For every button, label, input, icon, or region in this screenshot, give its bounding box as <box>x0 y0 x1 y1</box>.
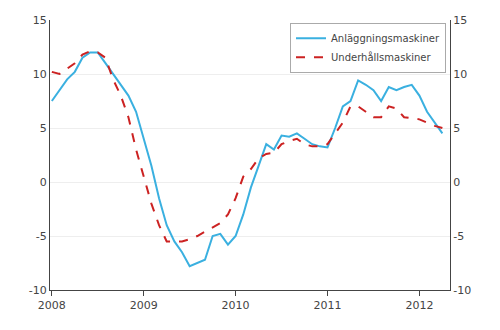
svg-text:2012: 2012 <box>405 299 433 312</box>
svg-text:-5: -5 <box>453 230 464 243</box>
svg-text:10: 10 <box>33 68 47 81</box>
svg-text:Underhållsmaskiner: Underhållsmaskiner <box>331 51 431 63</box>
svg-text:0: 0 <box>453 176 460 189</box>
svg-text:-5: -5 <box>36 230 47 243</box>
svg-text:15: 15 <box>33 14 47 27</box>
svg-text:2011: 2011 <box>314 299 342 312</box>
svg-text:10: 10 <box>453 68 467 81</box>
svg-text:15: 15 <box>453 14 467 27</box>
svg-text:0: 0 <box>40 176 47 189</box>
svg-text:5: 5 <box>453 122 460 135</box>
svg-text:2009: 2009 <box>130 299 158 312</box>
svg-text:-10: -10 <box>29 284 47 297</box>
svg-text:2010: 2010 <box>222 299 250 312</box>
svg-text:Anläggningsmaskiner: Anläggningsmaskiner <box>331 33 440 44</box>
svg-text:5: 5 <box>40 122 47 135</box>
svg-text:2008: 2008 <box>38 299 66 312</box>
svg-text:-10: -10 <box>453 284 471 297</box>
